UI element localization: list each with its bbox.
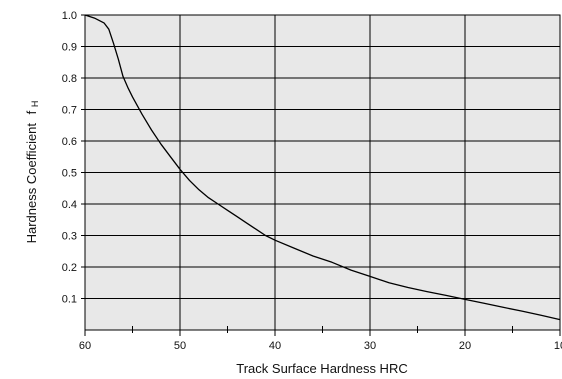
y-tick-label: 0.4 <box>62 199 77 211</box>
y-axis-title-subscript: H <box>30 101 40 108</box>
y-axis-title: Hardness Coefficient f H <box>24 101 40 244</box>
y-tick-label: 0.6 <box>62 136 77 148</box>
y-axis-title-symbol: f <box>24 110 39 114</box>
x-tick-label: 20 <box>459 340 471 352</box>
tick-labels: 60 50 40 30 20 10 0.1 0.2 0.3 0.4 0.5 0.6 0.7 0.8 0.9 1… <box>62 10 562 352</box>
y-tick-label: 0.3 <box>62 231 77 243</box>
plot-border <box>84 14 561 331</box>
y-tick-label: 0.2 <box>62 262 77 274</box>
y-tick-label: 0.1 <box>62 294 77 306</box>
y-tick-label: 1.0 <box>62 10 77 22</box>
y-tick-label: 0.5 <box>62 168 77 180</box>
y-tick-label: 0.9 <box>62 42 77 54</box>
series-layer <box>84 14 561 321</box>
x-axis-title: Track Surface Hardness HRC <box>236 361 407 376</box>
y-tick-label: 0.7 <box>62 105 77 117</box>
y-axis-title-text: Hardness Coefficient <box>24 123 39 244</box>
x-tick-label: 10 <box>554 340 562 352</box>
series-line <box>84 14 561 321</box>
x-tick-label: 60 <box>79 340 91 352</box>
x-tick-label: 50 <box>174 340 186 352</box>
x-tick-label: 40 <box>269 340 281 352</box>
grid <box>85 15 560 330</box>
y-tick-label: 0.8 <box>62 73 77 85</box>
x-tick-label: 30 <box>364 340 376 352</box>
